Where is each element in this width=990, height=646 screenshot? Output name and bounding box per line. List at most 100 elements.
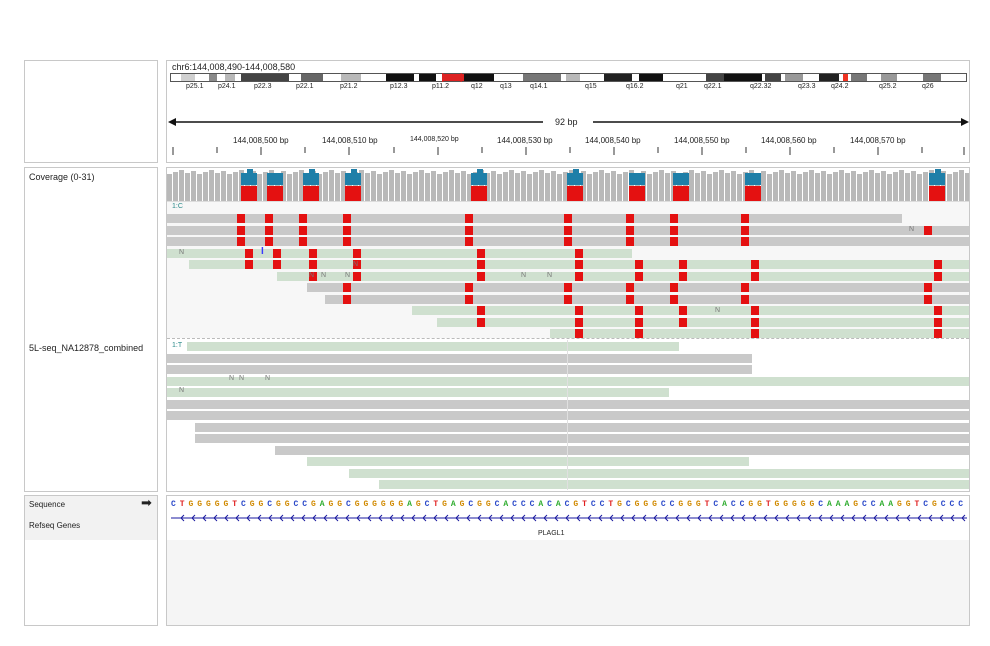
coverage-bar [881, 171, 886, 201]
read[interactable] [307, 457, 749, 466]
coverage-bar [389, 170, 394, 201]
band-label: q23.3 [798, 83, 816, 90]
read[interactable] [277, 271, 969, 281]
coverage-bar [899, 170, 904, 201]
coverage-bar [917, 174, 922, 201]
ruler-tick-label: 144,008,570 bp [850, 136, 906, 145]
gene-name[interactable]: PLAGL1 [538, 530, 565, 537]
read[interactable] [187, 342, 679, 351]
coverage-bar [659, 170, 664, 201]
band-label: p25.1 [186, 83, 204, 90]
coverage-bar [527, 174, 532, 201]
sequence-base: C [739, 500, 745, 509]
group-divider [167, 338, 969, 339]
strand-chevron-icon [851, 514, 856, 522]
gene-track-strand[interactable] [169, 514, 969, 522]
read[interactable] [412, 306, 969, 315]
mismatch-cell [934, 306, 942, 315]
strand-chevron-icon [367, 514, 372, 522]
strand-chevron-icon [455, 514, 460, 522]
coverage-bar [227, 174, 232, 201]
sequence-base: G [687, 500, 692, 509]
read[interactable] [195, 434, 969, 443]
read[interactable] [275, 445, 969, 455]
sequence-base: A [879, 500, 885, 509]
coverage-alt-bar [241, 173, 257, 185]
read[interactable] [167, 376, 969, 386]
coverage-bar [929, 170, 934, 201]
strand-chevron-icon [818, 514, 823, 522]
mismatch-cell [299, 237, 307, 246]
sequence-base: C [923, 500, 929, 509]
read[interactable] [167, 248, 632, 258]
strand-chevron-icon [939, 514, 944, 522]
coverage-bar [689, 170, 694, 201]
refseq-track-label[interactable]: Refseq Genes [29, 521, 81, 530]
sequence-base: G [774, 500, 780, 509]
arrow-right-icon[interactable]: ➡ [141, 495, 152, 510]
read[interactable] [167, 365, 752, 374]
coverage-alt-bar [267, 186, 283, 201]
mismatch-cell [564, 214, 572, 223]
sequence-base: G [310, 500, 316, 509]
read[interactable] [195, 422, 969, 432]
mismatch-cell [626, 294, 634, 304]
sequence-base: T [582, 500, 587, 509]
mismatch-cell [265, 214, 273, 223]
coverage-bar [869, 170, 874, 201]
strand-chevron-icon [598, 514, 603, 522]
coverage-bar [953, 172, 958, 201]
sequence-base: G [809, 500, 815, 509]
coverage-bar [857, 174, 862, 201]
coverage-alt-bar [247, 169, 253, 173]
sequence-base: G [223, 500, 229, 509]
chromosome-ideogram[interactable] [170, 73, 967, 82]
read[interactable] [167, 399, 969, 409]
mismatch-cell [343, 294, 351, 304]
strand-chevron-icon [411, 514, 416, 522]
read[interactable] [379, 480, 969, 489]
sequence-base: A [888, 500, 894, 509]
mismatch-cell [626, 237, 634, 246]
coverage-alt-bar [309, 169, 315, 173]
coverage-bar [557, 174, 562, 201]
unknown-base-mark: N [353, 261, 359, 268]
read[interactable] [167, 388, 669, 397]
read[interactable] [307, 283, 969, 292]
sequence-base: A [407, 500, 412, 509]
sequence-base: C [424, 500, 430, 509]
read[interactable] [437, 317, 969, 327]
read[interactable] [325, 294, 969, 304]
band-label: q24.2 [831, 83, 849, 90]
read[interactable] [167, 353, 752, 363]
sequence-base: C [512, 500, 517, 509]
group-2-label: 1:T [172, 342, 183, 349]
read[interactable] [550, 329, 969, 338]
mismatch-cell [477, 260, 485, 269]
strand-chevron-icon [290, 514, 295, 522]
coverage-bar [287, 174, 292, 201]
mismatch-cell [741, 225, 749, 235]
coverage-bar [521, 171, 526, 201]
sample-track-label[interactable]: 5L-seq_NA12878_combined [29, 343, 144, 353]
insertion-marker-icon[interactable]: I [261, 246, 264, 257]
coverage-track-label[interactable]: Coverage (0-31) [29, 172, 95, 182]
coverage-bar [719, 170, 724, 201]
sequence-base: G [363, 500, 369, 509]
sequence-base: C [293, 500, 299, 509]
sequence-track-label[interactable]: Sequence [29, 500, 66, 509]
coverage-bar [851, 171, 856, 201]
coverage-bar [647, 174, 652, 201]
sequence-base: G [442, 500, 447, 509]
strand-chevron-icon [532, 514, 537, 522]
alignment-name-panel: Coverage (0-31) 5L-seq_NA12878_combined [24, 167, 158, 492]
read[interactable] [167, 411, 969, 420]
strand-chevron-icon [213, 514, 218, 522]
strand-chevron-icon [301, 514, 306, 522]
mismatch-cell [934, 260, 942, 269]
sequence-base: C [302, 500, 308, 509]
coverage-bar [587, 174, 592, 201]
read[interactable] [349, 468, 969, 478]
locus-name-panel [24, 60, 158, 163]
read[interactable] [167, 214, 902, 223]
